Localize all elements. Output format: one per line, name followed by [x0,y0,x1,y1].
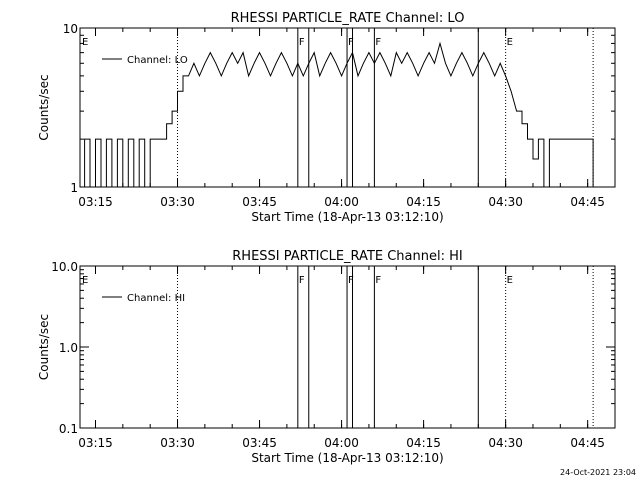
flag-label: F [348,275,354,286]
chart-title: RHESSI PARTICLE_RATE Channel: HI [232,249,462,264]
y-tick-label: 1.0 [59,341,78,355]
x-tick-label: 03:15 [78,195,113,209]
flag-label: F [299,275,305,286]
x-tick-label: 04:15 [406,436,441,450]
flag-label: F [299,37,305,48]
x-tick-label: 04:30 [488,436,523,450]
x-tick-label: 03:30 [160,195,195,209]
y-tick-label: 10.0 [51,260,78,274]
x-axis-label: Start Time (18-Apr-13 03:12:10) [251,210,443,224]
y-axis-label: Counts/sec [37,314,51,380]
flag-label: E [82,275,88,286]
legend-label: Channel: LO [127,55,188,66]
footer-timestamp: 24-Oct-2021 23:04 [560,468,636,477]
x-tick-label: 04:15 [406,195,441,209]
x-tick-label: 04:00 [324,195,359,209]
y-tick-label: 10 [63,22,78,36]
legend-label: Channel: HI [127,293,185,304]
x-tick-label: 03:45 [242,436,277,450]
flag-label: F [375,275,381,286]
x-tick-label: 03:15 [78,436,113,450]
y-tick-label: 1 [70,181,78,195]
flag-label: F [375,37,381,48]
chart-title: RHESSI PARTICLE_RATE Channel: LO [231,11,465,26]
series-line [84,41,594,188]
hi-channel-panel: RHESSI PARTICLE_RATE Channel: HI 0.1 1.0 10… [37,249,616,465]
x-tick-label: 03:30 [160,436,195,450]
lo-channel-panel: RHESSI PARTICLE_RATE Channel: LO 1 10 Count… [37,11,616,224]
flag-label: E [82,37,88,48]
flag-label: E [507,275,513,286]
y-axis-label: Counts/sec [37,74,51,140]
x-tick-label: 04:00 [324,436,359,450]
x-tick-label: 04:45 [570,436,605,450]
flag-label: E [507,37,513,48]
y-tick-label: 0.1 [59,422,78,436]
x-tick-label: 04:30 [488,195,523,209]
x-tick-label: 03:45 [242,195,277,209]
x-axis-label: Start Time (18-Apr-13 03:12:10) [251,451,443,465]
flag-label: F [348,37,354,48]
x-tick-label: 04:45 [570,195,605,209]
